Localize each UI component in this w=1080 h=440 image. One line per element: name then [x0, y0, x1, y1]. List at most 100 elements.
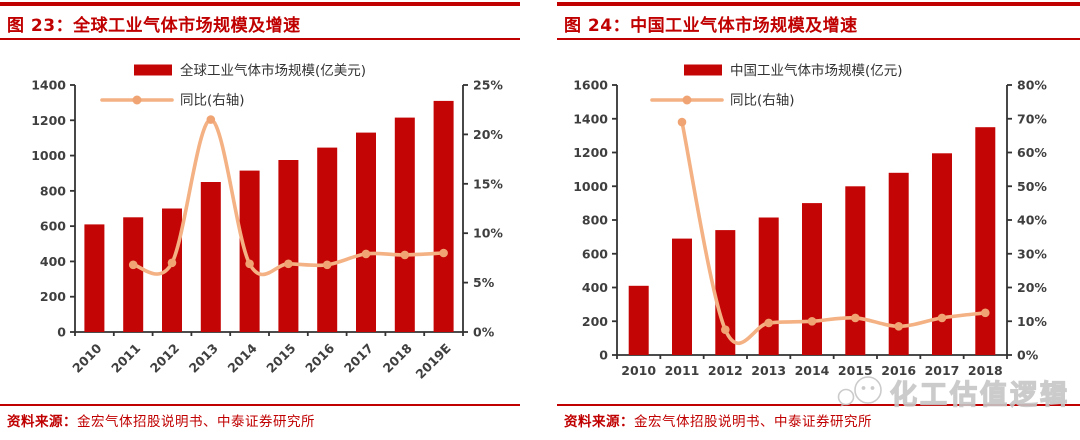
line-marker: [721, 325, 730, 335]
right-axis-tick-label: 15%: [473, 176, 503, 191]
x-axis-label: 2014: [795, 363, 830, 378]
line-marker: [894, 322, 903, 331]
left-axis-tick-label: 1400: [573, 111, 608, 126]
left-axis-tick-label: 600: [40, 219, 66, 234]
line-marker: [128, 260, 138, 270]
source-note: 资料来源：金宏气体招股说明书、中泰证券研究所: [564, 410, 1076, 430]
top-rule: [557, 2, 1080, 6]
x-axis-label: 2015: [838, 363, 873, 378]
legend: 全球工业气体市场规模(亿美元) 同比(右轴): [100, 62, 366, 109]
right-axis: 0% 5% 10% 15% 20% 25%: [462, 78, 503, 340]
line-marker: [245, 259, 254, 269]
line-marker: [937, 313, 947, 323]
figure-number: 图 24：: [564, 16, 631, 36]
figure-panel-china: 图 24：中国工业气体市场规模及增速 0 200 400 600 800 1000 1200…: [557, 2, 1080, 438]
line-marker: [807, 317, 817, 326]
line-marker: [981, 308, 990, 318]
right-axis-tick-label: 0%: [1017, 348, 1039, 363]
left-axis-tick-label: 1400: [31, 78, 66, 93]
right-axis-tick-label: 50%: [1017, 179, 1047, 194]
x-axis: 2010 2011 2012 2013 2014 2015 2016 2017 20182019…: [69, 331, 464, 382]
x-axis-label: 2013: [186, 341, 221, 376]
x-axis-label: 2016: [302, 340, 337, 375]
left-axis-tick-label: 0: [57, 325, 66, 340]
right-axis-tick-label: 40%: [1017, 213, 1047, 228]
x-axis-label: 2011: [108, 341, 143, 376]
left-axis-tick-label: 200: [40, 289, 66, 304]
line-marker: [400, 250, 410, 260]
x-axis-label: 2018: [380, 341, 415, 376]
x-axis-label: 2011: [665, 363, 700, 378]
chart-china-industrial-gas: 0 200 400 600 800 1000 1200 1400 1600 0% 10% 20% 30%…: [573, 62, 1047, 378]
x-axis-label: 2012: [708, 363, 743, 378]
source-rule: [0, 404, 520, 406]
line-marker: [851, 313, 860, 323]
figure-number: 图 23：: [7, 16, 74, 36]
bar: [672, 238, 692, 355]
left-axis: 0 200 400 600 800 1000 1200 1400: [31, 78, 76, 340]
legend-bar-label: 全球工业气体市场规模(亿美元): [180, 62, 366, 79]
bar: [317, 147, 338, 332]
bar: [888, 172, 909, 356]
legend-line-marker: [132, 95, 142, 105]
left-axis-tick-label: 200: [582, 314, 608, 329]
left-axis-tick-label: 400: [40, 254, 66, 269]
legend-bar-label: 中国工业气体市场规模(亿元): [730, 62, 903, 79]
left-axis-tick-label: 800: [40, 183, 66, 198]
left-axis-tick-label: 600: [582, 246, 608, 261]
bar: [239, 170, 260, 332]
right-axis-tick-label: 80%: [1017, 78, 1047, 93]
right-axis-tick-label: 30%: [1017, 246, 1047, 261]
right-axis-tick-label: 70%: [1017, 111, 1047, 126]
right-axis-tick-label: 0%: [473, 325, 495, 340]
top-rule: [0, 2, 520, 6]
left-axis-tick-label: 1600: [573, 78, 608, 93]
bar-series: [84, 100, 454, 333]
source-note: 资料来源：金宏气体招股说明书、中泰证券研究所: [7, 410, 516, 430]
right-axis: 0% 10% 20% 30% 40% 50% 60% 70% 80%: [1006, 78, 1047, 363]
figure-title-text: 全球工业气体市场规模及增速: [73, 16, 301, 36]
bar: [628, 285, 649, 355]
bar: [433, 100, 454, 333]
line-marker: [439, 248, 448, 258]
x-axis-label: 2010: [621, 363, 656, 378]
right-axis-tick-label: 10%: [1017, 314, 1047, 329]
line-marker: [206, 115, 216, 124]
x-axis-label: 2017: [925, 363, 960, 378]
x-axis-label: 2017: [341, 341, 376, 376]
title-rule: [0, 38, 520, 40]
legend: 中国工业气体市场规模(亿元) 同比(右轴): [650, 62, 903, 109]
figure-title-text: 中国工业气体市场规模及增速: [630, 16, 858, 36]
line-marker: [284, 259, 293, 269]
right-axis-tick-label: 60%: [1017, 145, 1047, 160]
right-axis-tick-label: 5%: [473, 275, 495, 290]
source-rule: [557, 404, 1080, 406]
bar: [845, 186, 866, 356]
bar: [123, 217, 144, 332]
left-axis-tick-label: 400: [582, 280, 608, 295]
bar: [278, 160, 299, 332]
source-label: 资料来源：: [7, 414, 77, 430]
yoy-line-series: [128, 115, 448, 277]
x-axis-label: 2015: [263, 341, 298, 376]
left-axis-tick-label: 1200: [31, 113, 66, 128]
left-axis-tick-label: 1200: [573, 145, 608, 160]
left-axis-tick-label: 800: [582, 213, 608, 228]
right-axis-tick-label: 25%: [473, 78, 503, 93]
title-rule: [557, 38, 1080, 40]
x-axis-label: 2010: [69, 340, 104, 375]
legend-bar-swatch: [684, 64, 722, 76]
bar: [84, 224, 105, 332]
figure-title: 图 24：中国工业气体市场规模及增速: [564, 11, 1076, 36]
legend-line-label: 同比(右轴): [730, 93, 795, 109]
line-marker: [167, 258, 177, 268]
source-text: 金宏气体招股说明书、中泰证券研究所: [634, 414, 872, 430]
left-axis-tick-label: 0: [599, 348, 608, 363]
bar: [200, 182, 221, 332]
right-axis-tick-label: 20%: [473, 127, 503, 142]
left-axis-tick-label: 1000: [31, 148, 66, 163]
right-axis-tick-label: 20%: [1017, 280, 1047, 295]
left-axis-tick-label: 1000: [573, 179, 608, 194]
x-axis-label: 2013: [751, 363, 786, 378]
yoy-line: [131, 117, 446, 277]
